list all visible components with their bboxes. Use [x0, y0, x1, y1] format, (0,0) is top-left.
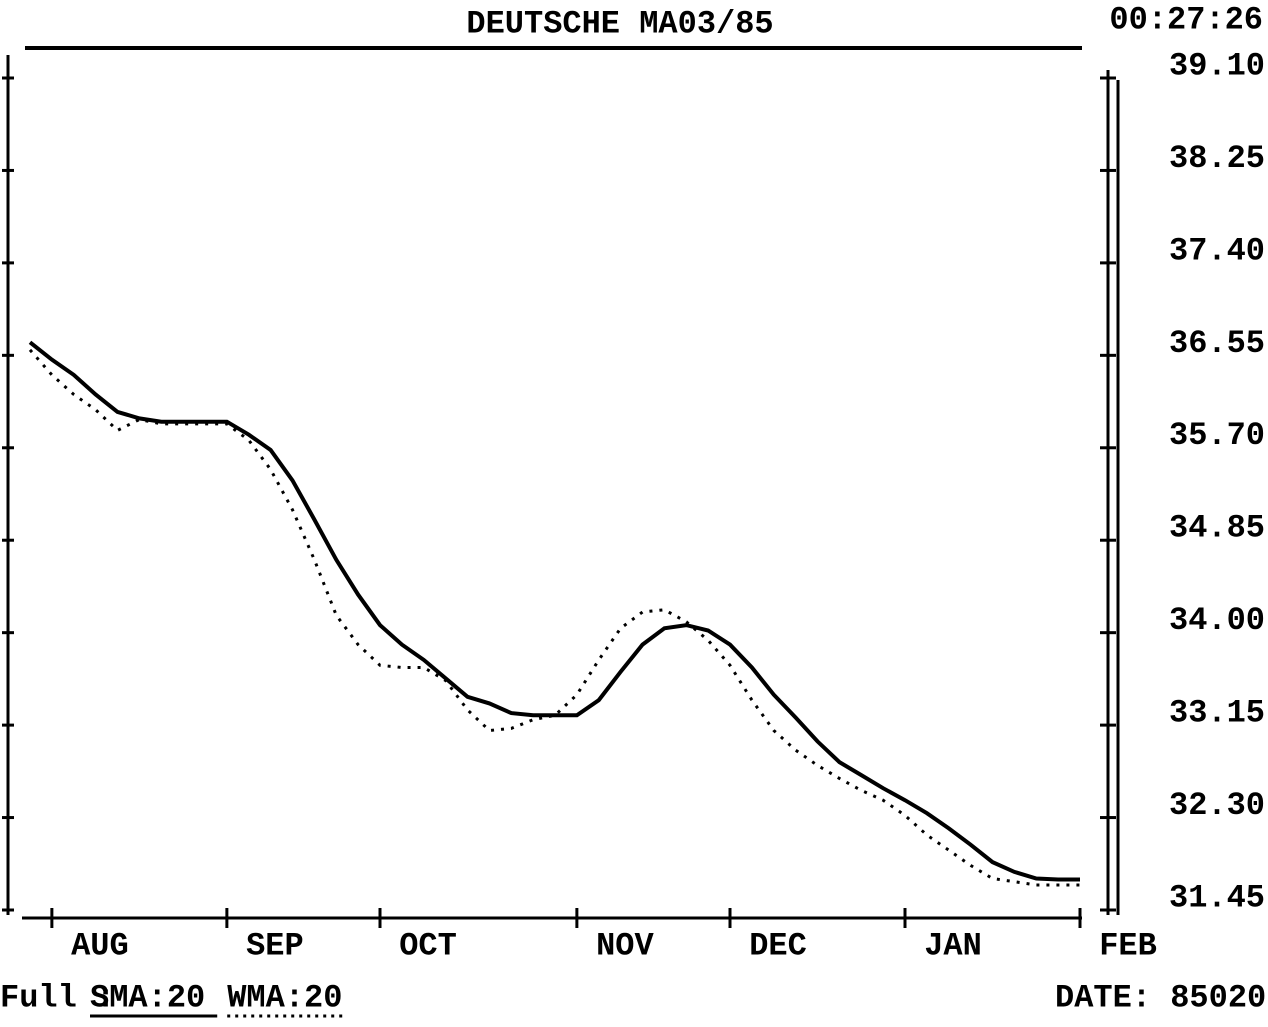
legend-entry: WMA:20 — [227, 979, 342, 1016]
x-tick-label: NOV — [596, 927, 654, 964]
y-tick-label: 34.85 — [1169, 510, 1265, 547]
y-tick-label: 31.45 — [1169, 879, 1265, 916]
x-tick-label: OCT — [399, 927, 457, 964]
series-line — [28, 340, 1080, 882]
x-tick-label: JAN — [924, 927, 982, 964]
x-tick-label: FEB — [1099, 927, 1157, 964]
y-tick-label: 32.30 — [1169, 787, 1265, 824]
y-tick-label: 35.70 — [1169, 417, 1265, 454]
y-tick-label: 36.55 — [1169, 325, 1265, 362]
x-tick-label: AUG — [71, 927, 129, 964]
y-tick-label: 38.25 — [1169, 140, 1265, 177]
legend-entry: SMA:20 — [90, 979, 205, 1016]
x-tick-label: SEP — [246, 927, 304, 964]
x-tick-label: DEC — [749, 927, 807, 964]
y-tick-label: 34.00 — [1169, 602, 1265, 639]
series-line — [28, 348, 1080, 887]
chart-title: DEUTSCHE MA03/85 — [466, 5, 773, 42]
y-tick-label: 33.15 — [1169, 695, 1265, 732]
mode-label: Full : — [0, 979, 115, 1016]
y-tick-label: 39.10 — [1169, 47, 1265, 84]
clock: 00:27:26 — [1109, 1, 1263, 38]
date-label: DATE: 850201 — [1055, 979, 1268, 1016]
y-tick-label: 37.40 — [1169, 232, 1265, 269]
